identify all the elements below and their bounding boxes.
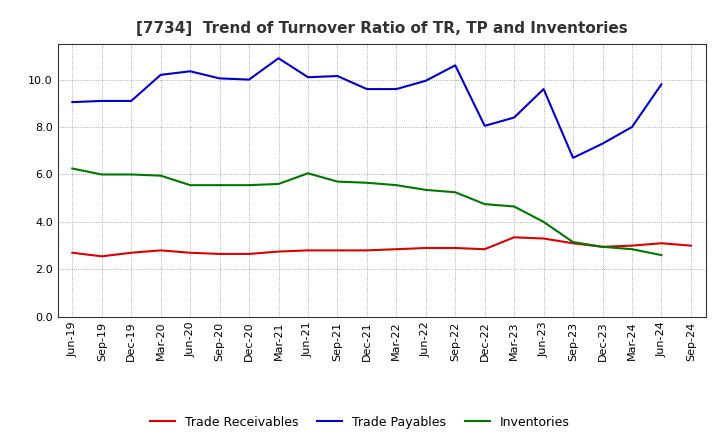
Trade Receivables <box>333 248 342 253</box>
Trade Receivables <box>186 250 194 255</box>
Trade Payables <box>569 155 577 161</box>
Trade Receivables <box>127 250 135 255</box>
Trade Payables <box>451 63 459 68</box>
Inventories <box>451 190 459 195</box>
Inventories <box>127 172 135 177</box>
Trade Receivables <box>245 251 253 257</box>
Inventories <box>68 166 76 171</box>
Trade Receivables <box>539 236 548 241</box>
Line: Trade Receivables: Trade Receivables <box>72 237 691 257</box>
Trade Receivables <box>421 246 430 251</box>
Trade Payables <box>539 86 548 92</box>
Trade Receivables <box>657 241 666 246</box>
Trade Payables <box>598 141 607 146</box>
Inventories <box>657 253 666 258</box>
Inventories <box>274 181 283 187</box>
Trade Payables <box>245 77 253 82</box>
Trade Receivables <box>156 248 165 253</box>
Trade Receivables <box>687 243 696 248</box>
Inventories <box>421 187 430 193</box>
Trade Receivables <box>274 249 283 254</box>
Trade Receivables <box>363 248 372 253</box>
Legend: Trade Receivables, Trade Payables, Inventories: Trade Receivables, Trade Payables, Inven… <box>145 411 575 434</box>
Trade Payables <box>215 76 224 81</box>
Trade Receivables <box>480 246 489 252</box>
Trade Payables <box>363 86 372 92</box>
Trade Payables <box>628 125 636 130</box>
Inventories <box>480 202 489 207</box>
Inventories <box>156 173 165 178</box>
Inventories <box>333 179 342 184</box>
Inventories <box>97 172 106 177</box>
Title: [7734]  Trend of Turnover Ratio of TR, TP and Inventories: [7734] Trend of Turnover Ratio of TR, TP… <box>136 21 627 36</box>
Trade Payables <box>274 55 283 61</box>
Trade Receivables <box>68 250 76 255</box>
Trade Payables <box>97 98 106 103</box>
Trade Payables <box>392 86 400 92</box>
Inventories <box>363 180 372 185</box>
Inventories <box>510 204 518 209</box>
Trade Payables <box>657 82 666 87</box>
Trade Payables <box>156 72 165 77</box>
Inventories <box>392 183 400 188</box>
Trade Payables <box>304 74 312 80</box>
Inventories <box>569 239 577 245</box>
Trade Payables <box>68 99 76 105</box>
Trade Receivables <box>97 254 106 259</box>
Trade Receivables <box>569 241 577 246</box>
Trade Receivables <box>392 246 400 252</box>
Trade Payables <box>421 78 430 84</box>
Line: Inventories: Inventories <box>72 169 662 255</box>
Inventories <box>215 183 224 188</box>
Inventories <box>304 171 312 176</box>
Trade Receivables <box>304 248 312 253</box>
Inventories <box>186 183 194 188</box>
Inventories <box>628 246 636 252</box>
Trade Payables <box>186 69 194 74</box>
Inventories <box>245 183 253 188</box>
Inventories <box>539 219 548 224</box>
Inventories <box>598 244 607 249</box>
Trade Payables <box>480 123 489 128</box>
Line: Trade Payables: Trade Payables <box>72 58 662 158</box>
Trade Receivables <box>598 244 607 249</box>
Trade Receivables <box>510 235 518 240</box>
Trade Receivables <box>451 246 459 251</box>
Trade Payables <box>333 73 342 79</box>
Trade Payables <box>127 98 135 103</box>
Trade Receivables <box>215 251 224 257</box>
Trade Payables <box>510 115 518 120</box>
Trade Receivables <box>628 243 636 248</box>
